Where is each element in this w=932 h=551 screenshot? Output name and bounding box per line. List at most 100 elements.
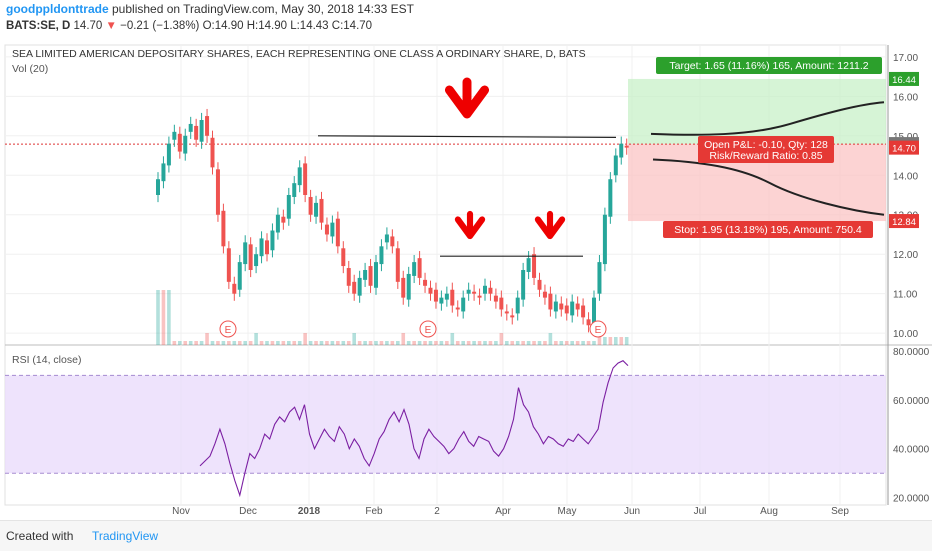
last-price: 14.70 [73, 20, 103, 32]
candle-body [183, 135, 188, 154]
username-link[interactable]: goodppldonttrade [6, 2, 109, 16]
candle-body [564, 305, 569, 314]
candle-body [412, 262, 417, 276]
candle-body [444, 293, 449, 300]
created-with-text: Created with [6, 529, 74, 543]
candle-body [455, 307, 460, 310]
volume-bar [592, 341, 596, 345]
candle-body [384, 234, 389, 243]
ohlc-readout: BATS:SE, D 14.70 ▼ −0.21 (−1.38%) O:14.9… [6, 20, 372, 32]
earnings-marker [219, 320, 237, 338]
candle-body [188, 123, 193, 132]
down-arrow-icon [444, 77, 490, 119]
volume-bar [385, 341, 389, 345]
candle-body [472, 291, 477, 294]
x-tick-label: Feb [365, 506, 383, 517]
rsi-tick-label: 60.0000 [893, 396, 930, 407]
volume-bar [265, 341, 269, 345]
candle-body [613, 155, 618, 176]
candle-body [461, 297, 466, 312]
volume-bar [597, 333, 602, 345]
candle-body [205, 116, 210, 136]
volume-bar [178, 341, 182, 345]
candle-body [265, 240, 269, 255]
volume-bar [488, 341, 493, 345]
volume-bar [303, 333, 307, 345]
price-flag-text: 14.70 [892, 144, 916, 155]
candle-body [466, 289, 471, 294]
price-flag-text: 16.44 [892, 75, 916, 86]
down-arrow-icon: ▼ [105, 20, 117, 32]
volume-bar [248, 341, 253, 345]
candle-body [570, 301, 575, 316]
volume-bar [455, 341, 460, 345]
volume-bar [183, 341, 188, 345]
candle-body [346, 268, 351, 286]
volume-bar [352, 333, 356, 345]
low-value: L:14.43 [290, 20, 329, 32]
volume-bar [390, 341, 395, 345]
rsi-series-line [199, 360, 629, 498]
volume-bar [510, 341, 515, 345]
earnings-marker [419, 320, 437, 338]
x-tick-label: Nov [172, 506, 190, 517]
volume-bar [570, 341, 574, 345]
plot-frame [4, 44, 887, 506]
candle-body [177, 133, 182, 152]
pnl-label-box [698, 136, 834, 163]
resistance-line [317, 135, 617, 138]
down-arrow-icon [454, 210, 486, 240]
candle-body [292, 183, 297, 197]
rsi-indicator-label[interactable]: RSI (14, close) [12, 354, 82, 366]
publish-header: goodppldonttrade published on TradingVie… [6, 2, 414, 16]
chart-canvas[interactable]: E E E Target: 1.65 (11.16%) 165, Amount: 12… [0, 0, 932, 520]
y-tick-label: 12.00 [893, 250, 918, 261]
bull-projection-curve [650, 101, 885, 136]
footer: Created with TradingView [0, 520, 932, 551]
volume-bar [259, 341, 264, 345]
candle-body [390, 236, 395, 247]
candle-body [270, 230, 275, 251]
volume-bar [336, 341, 340, 345]
price-flag-text: 12.84 [892, 217, 916, 228]
candle-body [510, 315, 515, 318]
volume-bar [216, 341, 220, 345]
candle-body [428, 287, 433, 294]
rsi-tick-label: 20.0000 [893, 494, 930, 505]
candle-body [619, 143, 624, 158]
down-arrow-icon [534, 210, 566, 240]
target-label-box [656, 57, 882, 74]
candle-body [504, 311, 509, 314]
volume-bar [243, 341, 247, 345]
candle-body [559, 303, 564, 310]
volume-bar [412, 341, 416, 345]
volume-indicator-label[interactable]: Vol (20) [12, 63, 49, 75]
volume-bar [586, 341, 591, 345]
volume-bar [450, 333, 455, 345]
candle-body [477, 295, 482, 298]
tradingview-logo[interactable]: TradingView [92, 529, 159, 543]
x-tick-label: Aug [760, 506, 778, 517]
volume-bar [379, 341, 384, 345]
candle-body [581, 305, 586, 318]
chart-title: SEA LIMITED AMERICAN DEPOSITARY SHARES, … [12, 48, 586, 60]
bear-projection-curve [652, 158, 885, 216]
candle-body [433, 289, 438, 302]
volume-bar [624, 337, 629, 345]
candle-body [286, 195, 291, 219]
volume-bar [205, 333, 209, 345]
volume-bar [608, 337, 613, 345]
volume-bar [619, 337, 624, 345]
candle-body [395, 248, 400, 282]
pnl-label-text: Risk/Reward Ratio: 0.85 [709, 150, 822, 162]
candle-body [308, 196, 313, 215]
volume-bar [614, 337, 618, 345]
volume-bar [281, 341, 286, 345]
volume-bar [532, 341, 536, 345]
x-tick-label: Dec [239, 506, 257, 517]
candle-body [259, 238, 264, 257]
y-tick-label: 17.00 [893, 53, 918, 64]
volume-bar [445, 341, 449, 345]
target-zone [628, 78, 886, 145]
candle-body [526, 258, 531, 272]
